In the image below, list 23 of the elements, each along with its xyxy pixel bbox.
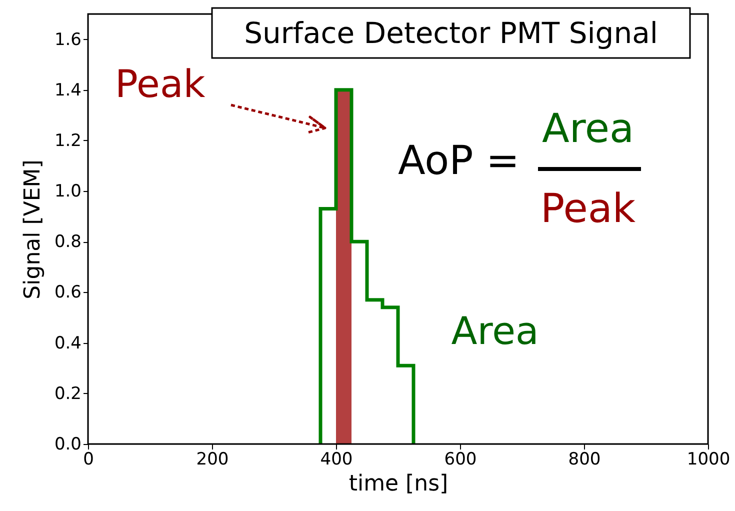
y-tick-label: 0.0 <box>54 434 82 454</box>
y-tick-label: 1.2 <box>54 130 82 151</box>
y-tick-label: 1.4 <box>54 80 82 100</box>
annotation: Peak <box>540 186 636 232</box>
y-tick-label: 1.0 <box>54 182 82 202</box>
x-tick-label: 400 <box>320 450 353 470</box>
y-tick-label: 0.8 <box>54 232 82 252</box>
x-tick-label: 800 <box>568 450 601 470</box>
chart-title: Surface Detector PMT Signal <box>244 16 658 50</box>
y-tick-label: 0.6 <box>54 282 82 303</box>
y-tick-label: 0.2 <box>54 384 82 404</box>
annotation: Area <box>542 106 634 152</box>
x-tick-label: 1000 <box>686 450 730 470</box>
annotation: AoP = <box>398 138 520 184</box>
x-tick-label: 200 <box>196 450 229 470</box>
x-tick-label: 0 <box>83 450 94 470</box>
x-tick-label: 600 <box>444 450 477 470</box>
y-tick-label: 0.4 <box>54 333 82 354</box>
annotation: Peak <box>115 62 206 106</box>
x-axis-title: time [ns] <box>348 472 448 496</box>
annotation: Area <box>451 309 539 353</box>
y-axis-title: Signal [VEM] <box>20 160 46 300</box>
y-tick-label: 1.6 <box>54 30 82 50</box>
